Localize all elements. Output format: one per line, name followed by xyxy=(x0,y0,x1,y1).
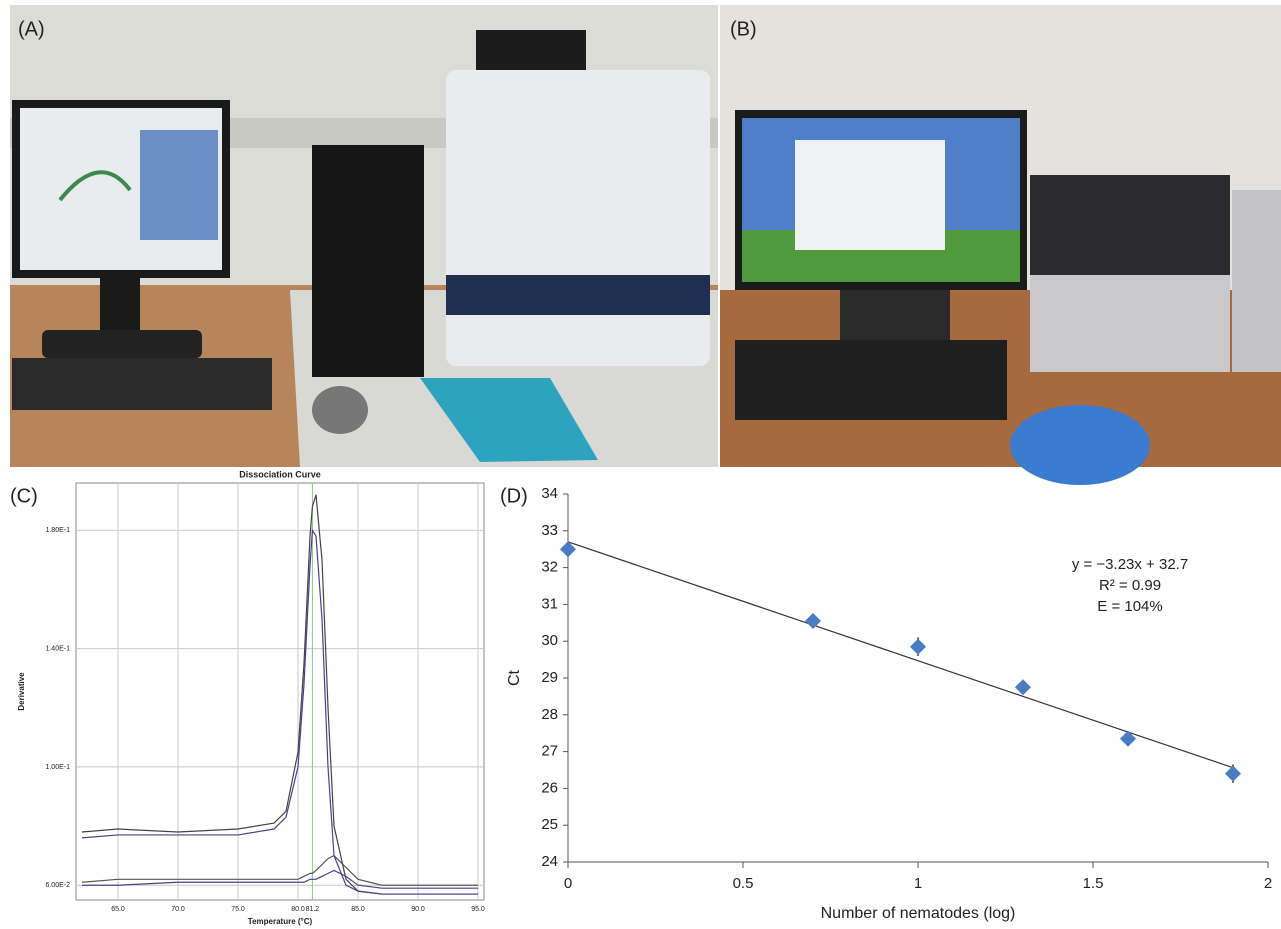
annotation: R² = 0.99 xyxy=(1099,577,1161,594)
y-tick-label: 6.00E-2 xyxy=(45,882,70,889)
photo-b xyxy=(720,5,1281,485)
panel-label: (D) xyxy=(500,485,528,507)
y-tick-label: 33 xyxy=(541,522,558,539)
y-tick-label: 26 xyxy=(541,779,558,796)
y-tick-label: 1.80E-1 xyxy=(45,527,70,534)
x-tick-label: 75.0 xyxy=(231,906,245,913)
annotation: E = 104% xyxy=(1097,598,1162,615)
y-tick-label: 27 xyxy=(541,743,558,760)
data-point xyxy=(805,612,821,629)
y-axis-label: Derivative xyxy=(17,672,26,711)
photo-a xyxy=(10,5,718,467)
x-tick-label: 90.0 xyxy=(411,906,425,913)
y-tick-label: 30 xyxy=(541,632,558,649)
x-axis-label: Temperature (°C) xyxy=(248,917,313,926)
y-tick-label: 28 xyxy=(541,706,558,723)
trend-line xyxy=(567,541,1234,769)
y-tick-label: 29 xyxy=(541,669,558,686)
x-tick-label: 95.0 xyxy=(471,906,485,913)
y-axis-label: Ct xyxy=(506,669,523,686)
y-tick-label: 1.40E-1 xyxy=(45,645,70,652)
data-point xyxy=(1015,679,1031,696)
x-axis-label: Number of nematodes (log) xyxy=(821,905,1016,922)
plot-area xyxy=(75,482,485,901)
y-tick-label: 34 xyxy=(541,485,558,502)
x-tick-label: 70.0 xyxy=(171,906,185,913)
y-tick-label: 31 xyxy=(541,595,558,612)
y-tick-label: 32 xyxy=(541,559,558,576)
series-line xyxy=(82,869,478,889)
x-tick-label: 1.5 xyxy=(1083,875,1104,892)
data-point xyxy=(1120,730,1136,747)
y-tick-label: 25 xyxy=(541,816,558,833)
y-tick-label: 24 xyxy=(541,853,558,870)
x-tick-label: 1 xyxy=(914,875,922,892)
x-tick-label: 80.0 xyxy=(291,906,305,913)
chart-title: Dissociation Curve xyxy=(239,469,321,479)
y-tick-label: 1.00E-1 xyxy=(45,764,70,771)
panel-label: (A) xyxy=(18,18,45,40)
panel-label: (B) xyxy=(730,18,757,40)
x-tick-label: 0 xyxy=(564,875,572,892)
data-point xyxy=(910,638,926,655)
data-point xyxy=(560,541,576,558)
marker-label: 81.2 xyxy=(306,906,320,913)
x-tick-label: 2 xyxy=(1264,875,1272,892)
data-point xyxy=(1225,765,1241,782)
x-tick-label: 0.5 xyxy=(733,875,754,892)
x-tick-label: 85.0 xyxy=(351,906,365,913)
panel-label: (C) xyxy=(10,485,38,507)
series-line xyxy=(81,528,478,895)
annotation: y = −3.23x + 32.7 xyxy=(1072,556,1188,573)
x-tick-label: 65.0 xyxy=(111,906,125,913)
series-line xyxy=(81,854,478,886)
